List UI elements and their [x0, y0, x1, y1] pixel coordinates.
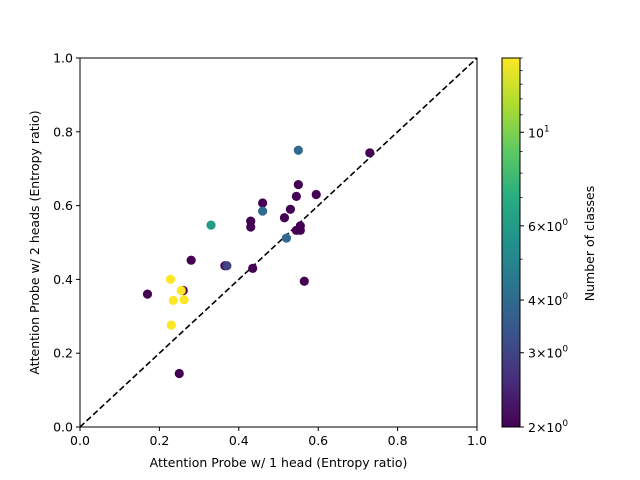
scatter-point-23: [206, 220, 216, 230]
colorbar: [501, 57, 521, 428]
reference-line: [80, 58, 477, 427]
scatter-point-6: [246, 216, 256, 226]
y-tick-label: 0.4: [53, 272, 73, 287]
scatter-point-9: [279, 213, 290, 223]
scatter-point-3: [186, 255, 196, 265]
y-tick-label: 0.6: [53, 198, 73, 213]
scatter-point-17: [311, 189, 321, 200]
colorbar-tick-label: 4×100: [528, 292, 568, 308]
scatter-point-18: [365, 148, 375, 158]
y-tick-label: 0.0: [53, 420, 73, 435]
scatter-point-27: [179, 295, 189, 305]
scatter-point-20: [293, 145, 303, 155]
x-tick-label: 1.0: [467, 433, 487, 448]
colorbar-tick-label: 2×100: [528, 419, 568, 435]
scatter-point-24: [165, 274, 176, 284]
y-tick-label: 0.2: [53, 346, 73, 361]
scatter-point-21: [258, 206, 268, 216]
scatter-point-11: [291, 191, 301, 201]
scatter-point-1: [174, 368, 184, 379]
scatter-point-7: [248, 263, 258, 273]
scatter-point-25: [168, 295, 178, 306]
x-tick-label: 0.0: [70, 433, 90, 448]
colorbar-tick-label: 101: [528, 124, 550, 140]
scatter-point-10: [285, 204, 296, 214]
scatter-point-26: [176, 285, 186, 296]
x-tick-label: 0.8: [388, 433, 408, 448]
x-axis-label: Attention Probe w/ 1 head (Entropy ratio…: [150, 455, 408, 470]
scatter-point-16: [299, 276, 309, 286]
scatter-point-13: [293, 179, 303, 190]
scatter-point-22: [281, 233, 292, 243]
x-tick-label: 0.6: [308, 433, 328, 448]
scatter-point-28: [166, 320, 176, 330]
x-tick-label: 0.4: [229, 433, 249, 448]
scatter-point-0: [142, 289, 153, 299]
scatter-point-19: [222, 261, 232, 271]
y-tick-label: 1.0: [53, 51, 73, 66]
plot-frame: [79, 57, 478, 428]
x-tick-label: 0.2: [149, 433, 169, 448]
scatter-point-15: [295, 225, 305, 235]
scatter-point-8: [258, 198, 268, 208]
colorbar-tick-label: 3×100: [528, 345, 568, 361]
colorbar-tick-label: 6×100: [528, 218, 568, 234]
y-axis-label: Attention Probe w/ 2 heads (Entropy rati…: [27, 110, 42, 374]
y-tick-label: 0.8: [53, 124, 73, 139]
colorbar-label: Number of classes: [582, 186, 597, 301]
